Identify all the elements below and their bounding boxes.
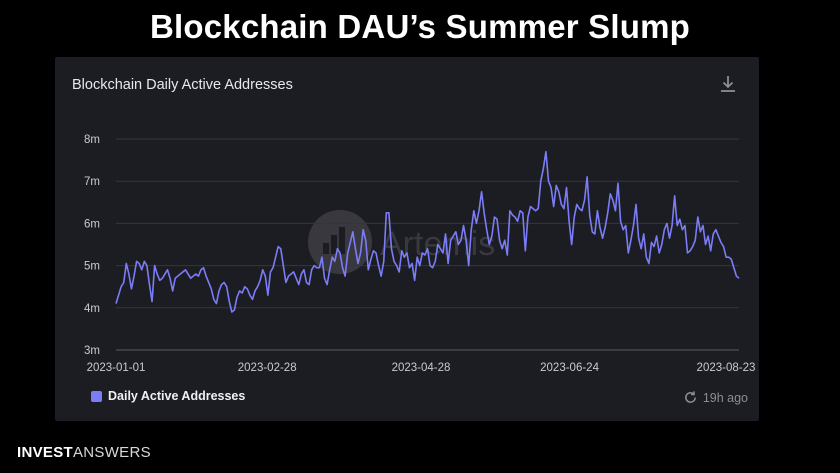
series-line-daily-active-addresses[interactable] xyxy=(115,150,740,313)
x-tick-label: 2023-01-01 xyxy=(87,362,146,374)
brand-logo: INVESTANSWERS xyxy=(17,444,151,461)
updated-text: 19h ago xyxy=(702,390,748,405)
legend-swatch xyxy=(91,390,102,402)
brand-part-1: INVEST xyxy=(17,444,73,461)
watermark-logo-icon xyxy=(308,210,372,274)
x-tick-label: 2023-02-28 xyxy=(238,362,297,374)
x-tick-label: 2023-06-24 xyxy=(540,362,599,374)
watermark-logo-bar xyxy=(323,243,329,254)
y-tick-label: 3m xyxy=(84,345,100,357)
chart-card: Blockchain Daily Active Addresses Artemi… xyxy=(55,57,759,421)
y-tick-label: 5m xyxy=(84,261,100,273)
x-tick-label: 2023-08-23 xyxy=(697,362,756,374)
watermark-logo-bar xyxy=(331,235,337,254)
y-tick-label: 4m xyxy=(84,303,100,315)
y-tick-label: 6m xyxy=(84,218,100,230)
chart-title: Blockchain Daily Active Addresses xyxy=(72,77,293,93)
watermark: Artemis xyxy=(308,210,495,274)
x-tick-label: 2023-04-28 xyxy=(392,362,451,374)
watermark-logo-bar xyxy=(339,227,345,254)
legend-item-daily-active-addresses[interactable]: Daily Active Addresses xyxy=(91,389,245,403)
download-icon-svg xyxy=(721,76,735,92)
chart-plot: Artemis 3m 4m 5m 6m 7m 8m 2023-01-01 2023-02-28… xyxy=(84,134,756,374)
y-tick-label: 7m xyxy=(84,176,100,188)
legend-label: Daily Active Addresses xyxy=(108,389,246,403)
brand-part-2: ANSWERS xyxy=(72,444,151,461)
page-headline: Blockchain DAU’s Summer Slump xyxy=(149,8,691,45)
last-updated: 19h ago xyxy=(683,390,748,405)
y-tick-label: 8m xyxy=(84,134,100,146)
refresh-icon[interactable] xyxy=(683,390,698,405)
download-icon[interactable] xyxy=(717,73,739,95)
